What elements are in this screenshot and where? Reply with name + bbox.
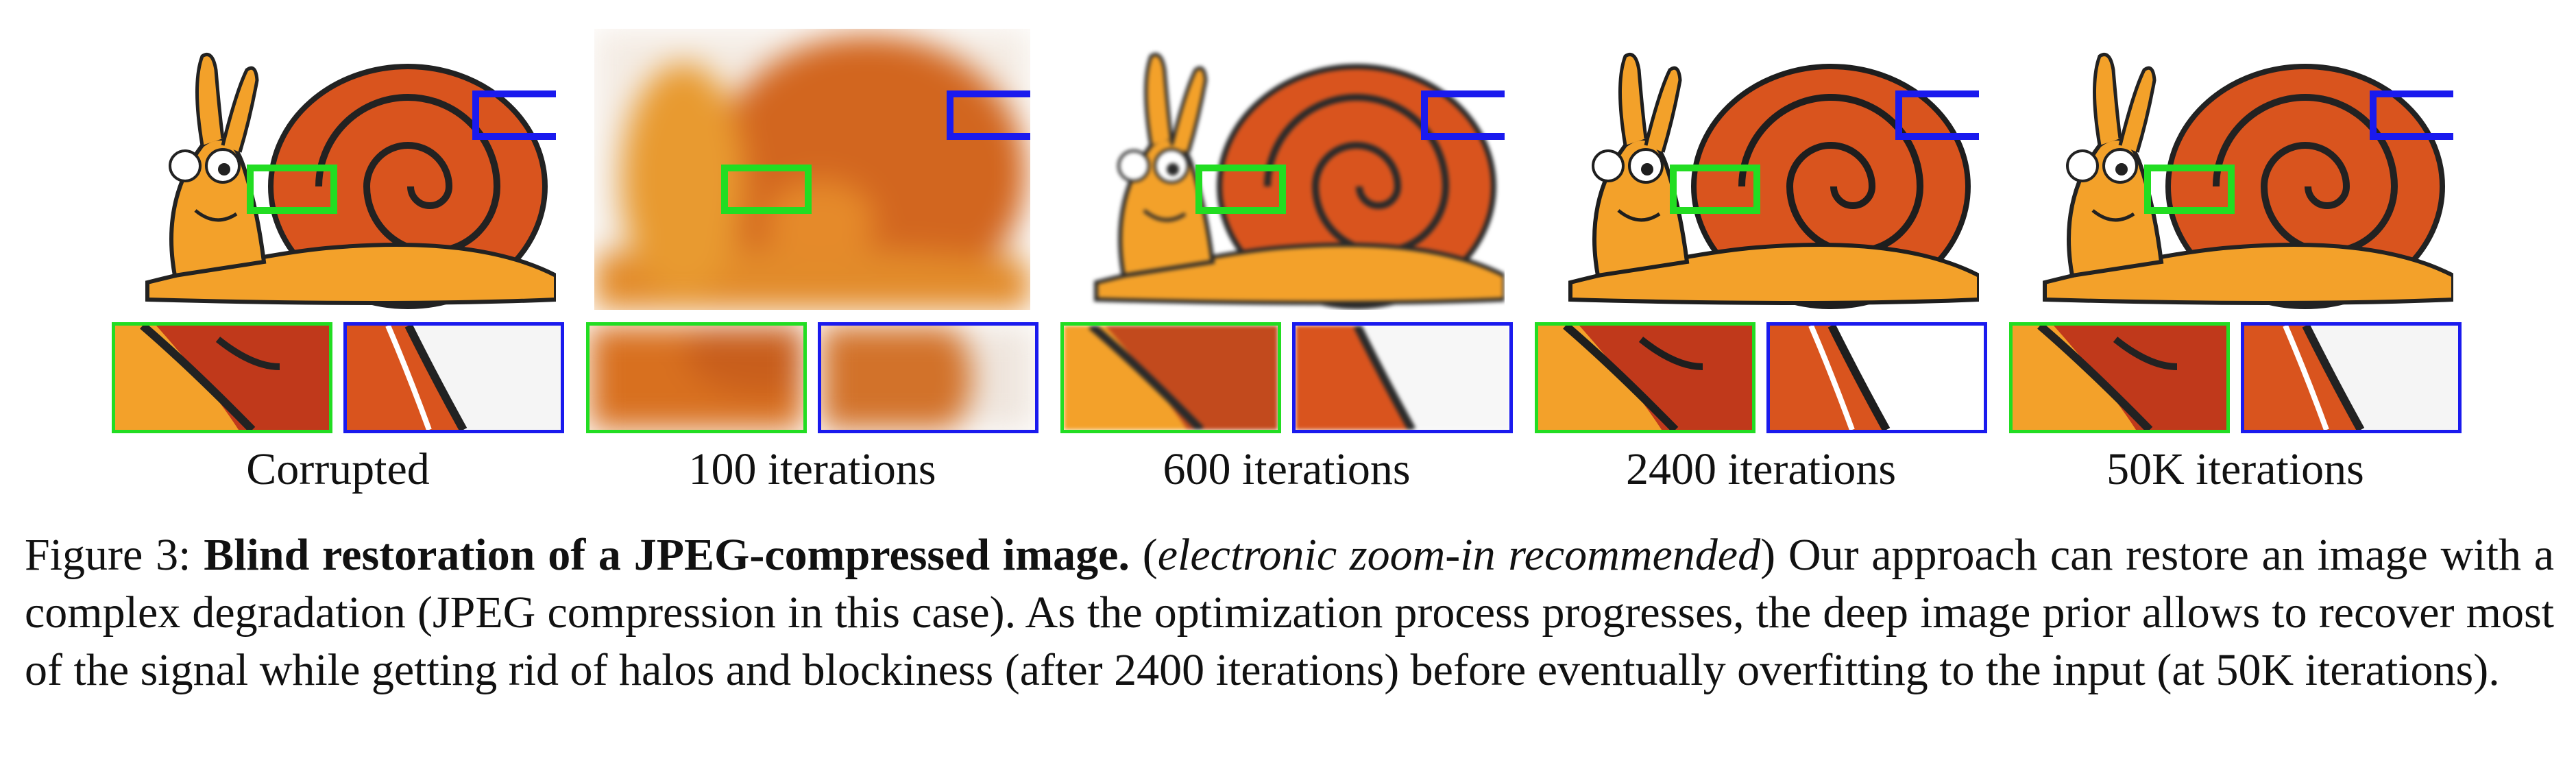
zoom-region-green xyxy=(2144,165,2235,214)
crop-illustration xyxy=(2013,326,2226,430)
zoom-region-green xyxy=(1195,165,1286,214)
zoom-crop-green xyxy=(1535,322,1755,433)
crop-illustration xyxy=(115,326,329,430)
snail-illustration xyxy=(145,53,556,309)
snail-image-50k-iterations xyxy=(2017,29,2453,310)
figure-caption: Figure 3: Blind restoration of a JPEG-co… xyxy=(25,530,2555,695)
zoom-region-blue xyxy=(947,90,1030,140)
zoom-region-blue xyxy=(2370,90,2453,140)
panel-100-iterations: 100 iterations xyxy=(586,0,1038,507)
snail-image-2400-iterations xyxy=(1543,29,1979,310)
snail-illustration xyxy=(1094,53,1505,309)
crop-illustration xyxy=(1296,326,1509,430)
zoom-region-green xyxy=(247,165,337,214)
zoom-region-blue xyxy=(1421,90,1505,140)
zoom-crop-blue xyxy=(343,322,564,433)
zoom-region-green xyxy=(721,165,812,214)
panel-600-iterations: 600 iterations xyxy=(1060,0,1513,507)
zoom-region-blue xyxy=(1895,90,1979,140)
zoom-crop-blue xyxy=(2241,322,2462,433)
crop-illustration xyxy=(821,326,1035,430)
zoom-crop-green xyxy=(112,322,332,433)
caption-title: Blind restoration of a JPEG-compressed i… xyxy=(204,530,1130,580)
caption-zoom-note: electronic zoom-in recommended xyxy=(1157,530,1761,580)
panel-2400-iterations: 2400 iterations xyxy=(1535,0,1987,507)
crop-illustration xyxy=(1538,326,1752,430)
snail-illustration xyxy=(2043,53,2453,309)
panel-label: 50K iterations xyxy=(2106,444,2364,494)
crop-illustration xyxy=(1064,326,1278,430)
crop-illustration xyxy=(590,326,803,430)
panel-label: 600 iterations xyxy=(1163,444,1411,494)
snail-image-600-iterations xyxy=(1069,29,1505,310)
figure-label: Figure 3: xyxy=(25,530,191,580)
panel-label: 2400 iterations xyxy=(1625,444,1897,494)
snail-illustration xyxy=(594,29,1030,310)
panel-50k-iterations: 50K iterations xyxy=(2009,0,2462,507)
snail-image-100-iterations xyxy=(594,29,1030,310)
crop-illustration xyxy=(2244,326,2458,430)
zoom-crop-blue xyxy=(1766,322,1987,433)
caption-body: Our approach can restore an image with a… xyxy=(25,530,2555,695)
zoom-crop-green xyxy=(586,322,807,433)
zoom-region-blue xyxy=(472,90,556,140)
panel-corrupted: Corrupted xyxy=(112,0,564,507)
snail-image-corrupted xyxy=(120,29,556,310)
zoom-crop-green xyxy=(2009,322,2230,433)
snail-illustration xyxy=(1568,53,1979,309)
zoom-region-green xyxy=(1670,165,1760,214)
zoom-crop-green xyxy=(1060,322,1281,433)
zoom-crop-blue xyxy=(818,322,1038,433)
zoom-crop-blue xyxy=(1292,322,1513,433)
panel-label: 100 iterations xyxy=(688,444,936,494)
crop-illustration xyxy=(1770,326,1984,430)
crop-illustration xyxy=(347,326,561,430)
panel-label: Corrupted xyxy=(246,444,430,494)
